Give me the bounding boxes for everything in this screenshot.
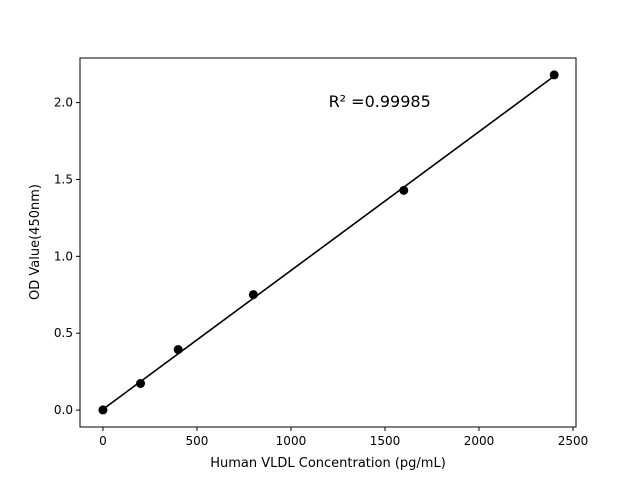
x-tick-label: 2000	[464, 434, 495, 448]
data-point	[549, 70, 559, 80]
plot-frame	[79, 57, 577, 428]
data-point	[173, 345, 183, 355]
y-tick-label: 2.0	[54, 96, 73, 110]
y-tick-label: 1.5	[54, 172, 73, 186]
y-tick-label: 0.5	[54, 326, 73, 340]
y-axis-label: OD Value(450nm)	[28, 184, 43, 300]
data-point	[248, 290, 258, 300]
x-tick-label: 500	[185, 434, 208, 448]
x-tick-label: 1500	[370, 434, 401, 448]
y-tick-label: 0.0	[54, 403, 73, 417]
x-axis-label: Human VLDL Concentration (pg/mL)	[210, 456, 446, 471]
x-tick-label: 0	[99, 434, 107, 448]
data-point	[98, 405, 108, 415]
data-point	[136, 378, 146, 388]
r-squared-annotation: R² =0.99985	[329, 92, 431, 111]
data-point	[399, 185, 409, 195]
x-tick-label: 2500	[558, 434, 589, 448]
x-tick-label: 1000	[276, 434, 307, 448]
y-tick-label: 1.0	[54, 249, 73, 263]
